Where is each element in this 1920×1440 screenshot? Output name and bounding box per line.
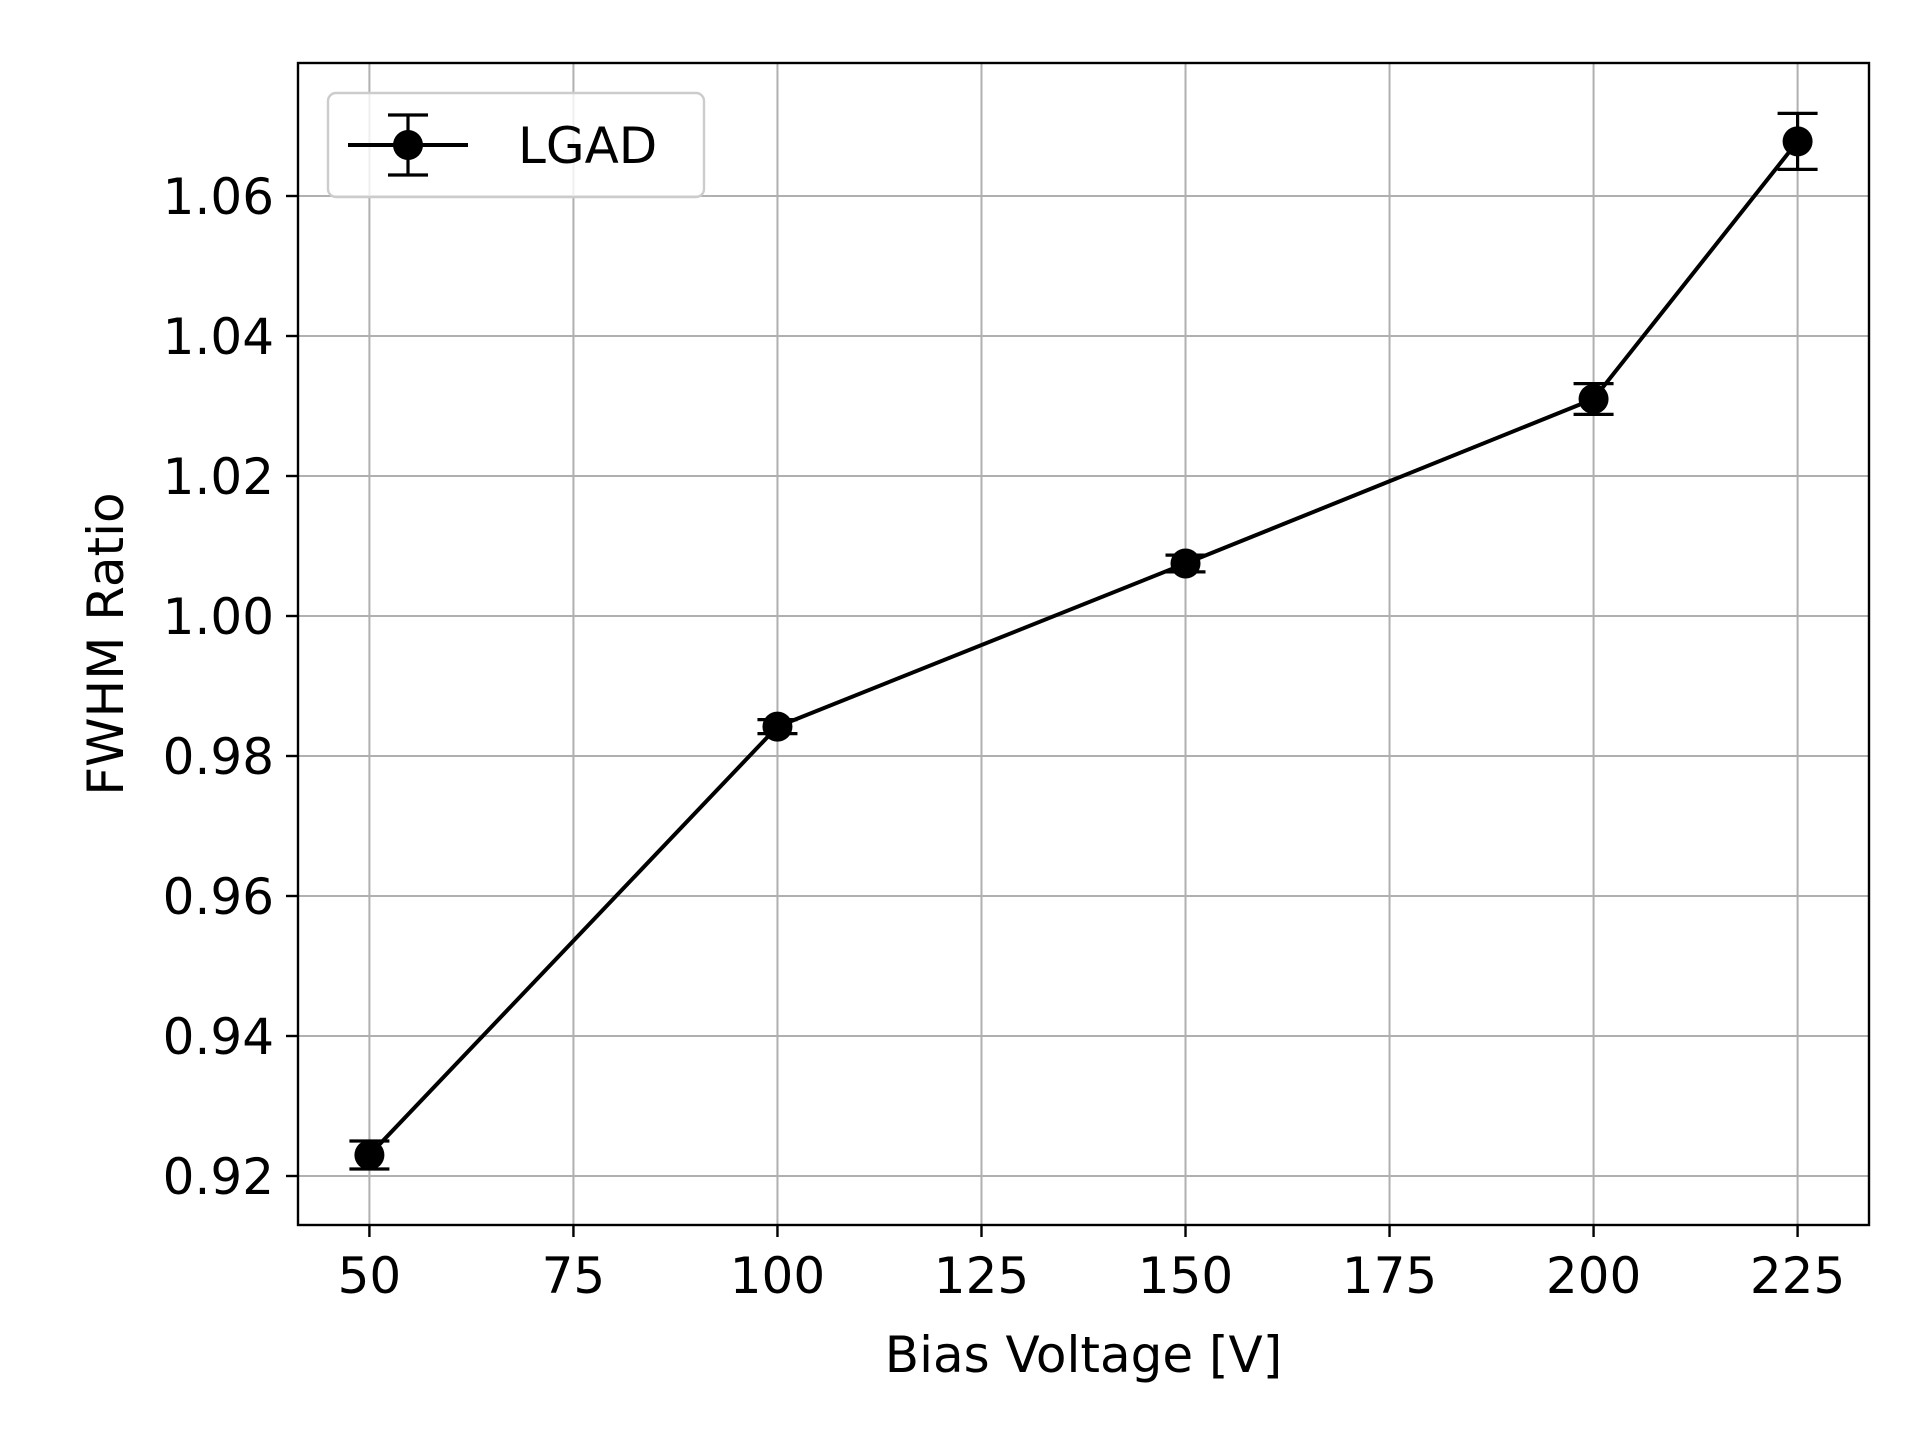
x-axis-ticks: 50 75 100 125 150 175 200 225 bbox=[338, 1225, 1845, 1305]
y-tick-label: 1.00 bbox=[163, 588, 274, 646]
y-tick-label: 1.06 bbox=[163, 168, 274, 226]
legend-label-lgad: LGAD bbox=[518, 117, 657, 175]
x-tick-label: 175 bbox=[1342, 1247, 1437, 1305]
data-point bbox=[762, 711, 793, 742]
x-tick-label: 125 bbox=[934, 1247, 1029, 1305]
x-tick-label: 75 bbox=[542, 1247, 606, 1305]
x-tick-label: 50 bbox=[338, 1247, 402, 1305]
y-tick-label: 0.98 bbox=[163, 728, 274, 786]
y-tick-label: 0.92 bbox=[163, 1148, 274, 1206]
x-tick-label: 150 bbox=[1138, 1247, 1233, 1305]
x-tick-label: 100 bbox=[730, 1247, 825, 1305]
x-tick-label: 225 bbox=[1750, 1247, 1845, 1305]
y-axis-ticks: 0.92 0.94 0.96 0.98 1.00 1.02 1.04 1.06 bbox=[163, 168, 298, 1206]
x-tick-label: 200 bbox=[1546, 1247, 1641, 1305]
y-tick-label: 1.02 bbox=[163, 448, 274, 506]
legend-marker-sample bbox=[393, 130, 423, 160]
data-point bbox=[1782, 126, 1813, 157]
data-point bbox=[1170, 548, 1201, 579]
plot-frame bbox=[296, 61, 1871, 1227]
legend: LGAD bbox=[326, 91, 706, 199]
series-layer bbox=[349, 111, 1818, 1171]
y-tick-label: 0.94 bbox=[163, 1008, 274, 1066]
grid-lines bbox=[298, 63, 1869, 1225]
data-point bbox=[1578, 384, 1609, 414]
legend-box bbox=[326, 91, 706, 199]
y-tick-label: 0.96 bbox=[163, 868, 274, 926]
y-axis-label: FWHM Ratio bbox=[77, 492, 135, 795]
x-axis-label: Bias Voltage [V] bbox=[885, 1326, 1282, 1384]
y-tick-label: 1.04 bbox=[163, 308, 274, 366]
data-point bbox=[354, 1140, 385, 1170]
